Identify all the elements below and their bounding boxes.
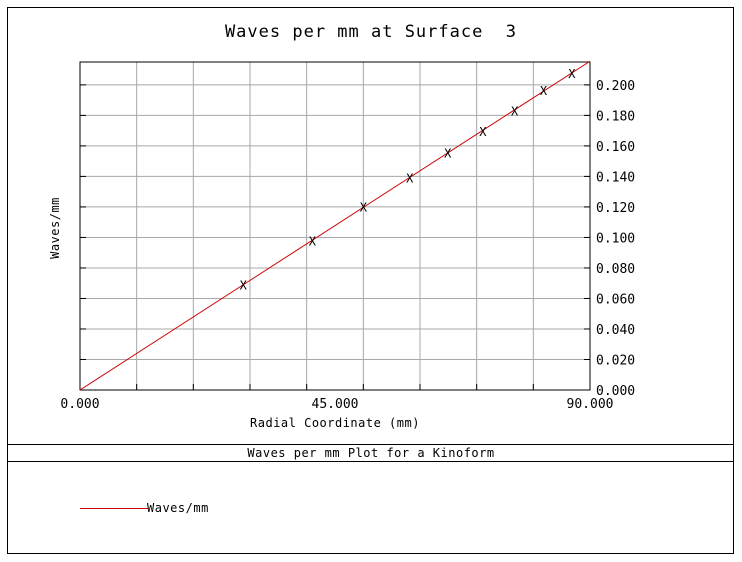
data-marker: X [360,201,368,215]
data-marker: X [406,172,414,186]
chart-frame [7,7,734,554]
y-tick-label: 0.120 [596,201,635,216]
y-tick-label: 0.080 [596,262,635,277]
data-marker: X [479,125,487,139]
y-tick-label: 0.040 [596,323,635,338]
y-axis-label: Waves/mm [48,197,62,259]
x-tick-label: 45.000 [312,397,359,412]
data-marker: X [444,147,452,161]
y-tick-label: 0.200 [596,79,635,94]
x-tick-label: 0.000 [60,397,99,412]
data-marker: X [240,278,248,292]
chart-title: Waves per mm at Surface 3 [224,22,518,42]
x-tick-label: 90.000 [567,397,614,412]
data-marker: X [568,67,576,81]
y-tick-label: 0.000 [596,384,635,399]
plot-caption: Waves per mm Plot for a Kinoform [8,444,734,462]
plot-border [79,61,591,391]
y-tick-label: 0.060 [596,292,635,307]
y-tick-label: 0.100 [596,231,635,246]
y-tick-label: 0.180 [596,109,635,124]
data-marker: X [540,84,548,98]
data-marker: X [309,234,317,248]
y-tick-label: 0.020 [596,353,635,368]
series-line-waves-per-mm [79,60,591,391]
legend-label: Waves/mm [147,501,209,515]
y-tick-label: 0.140 [596,170,635,185]
y-tick-label: 0.160 [596,140,635,155]
data-marker: X [511,105,519,119]
x-axis-label: Radial Coordinate (mm) [250,416,420,430]
legend-swatch-waves-per-mm [80,508,148,509]
